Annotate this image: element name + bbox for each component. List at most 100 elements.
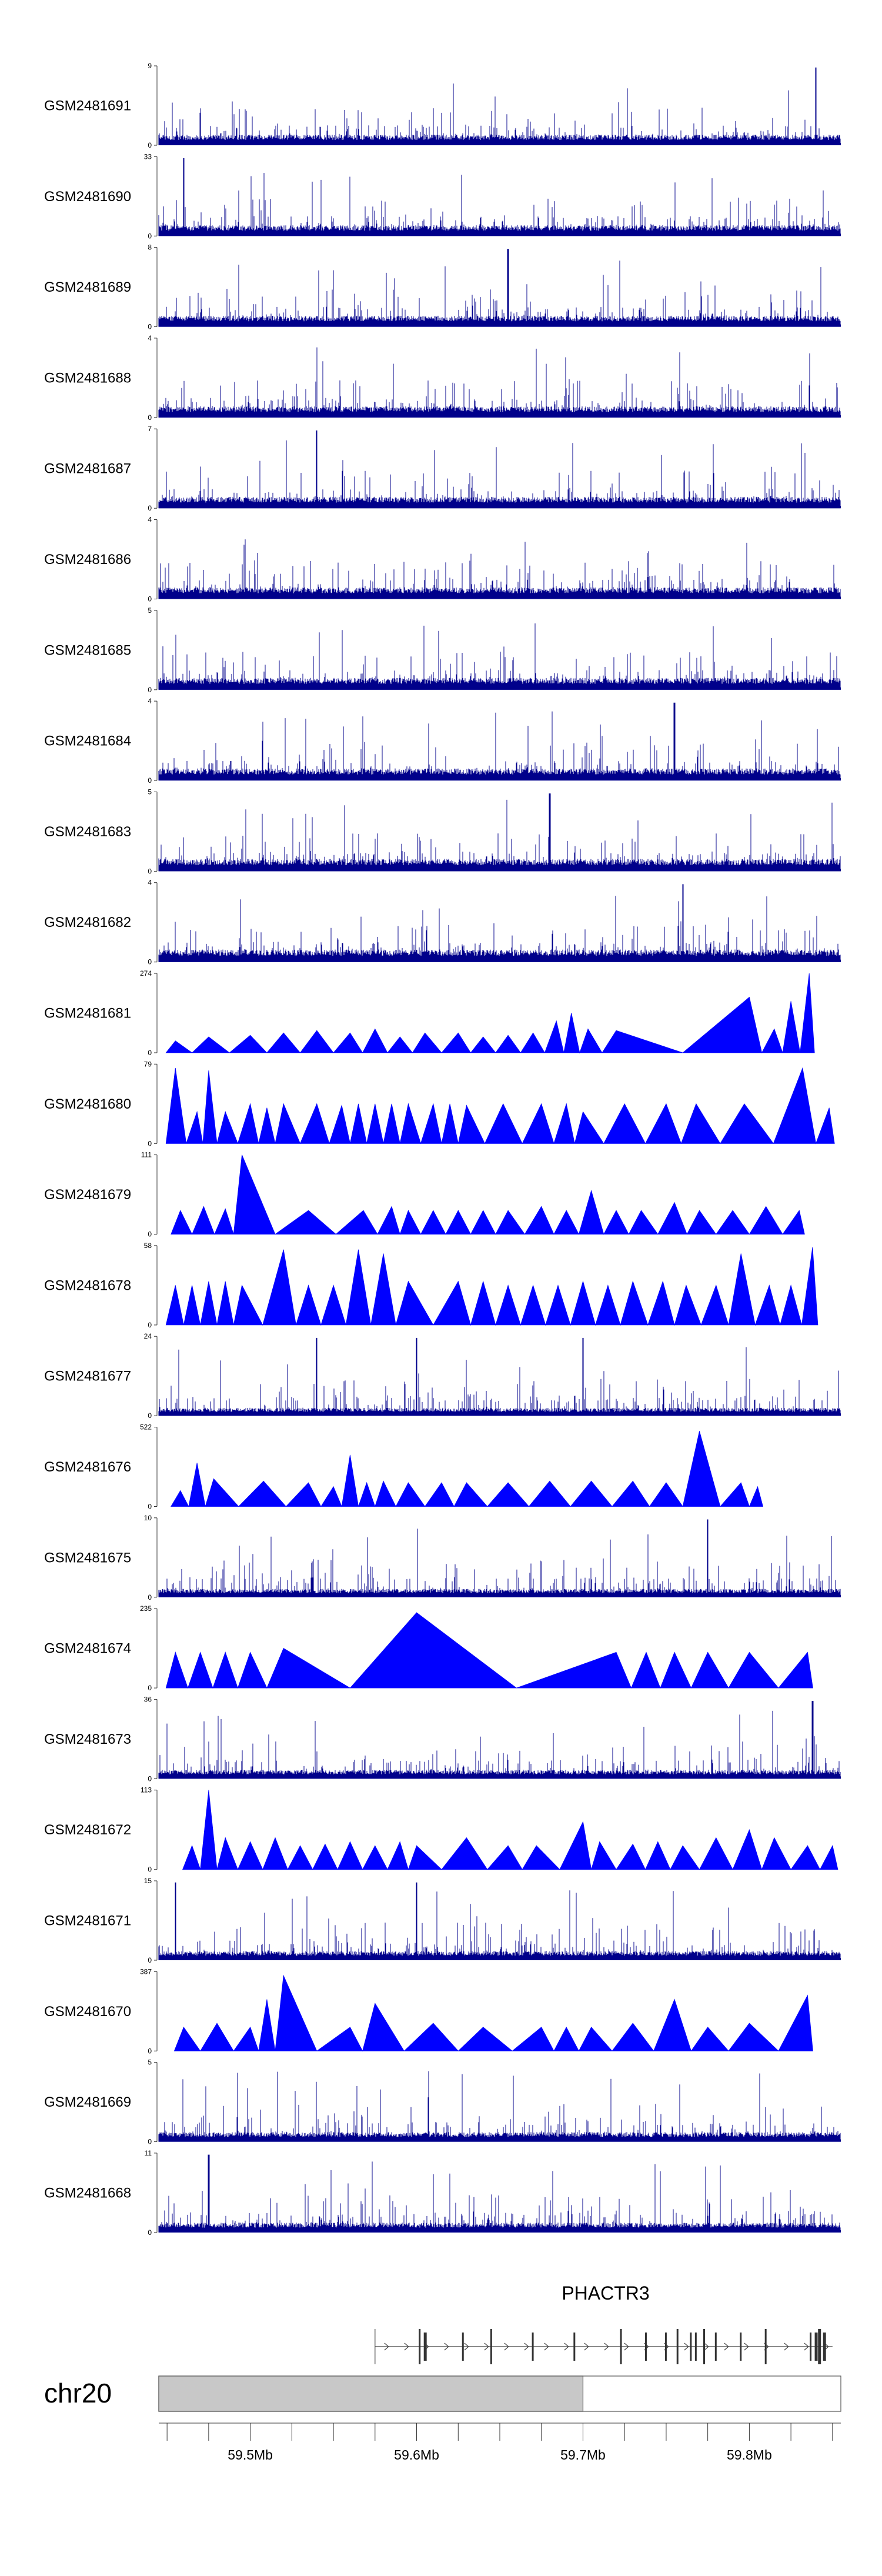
y-max-label: 33	[144, 152, 152, 161]
y-min-label: 0	[148, 2047, 152, 2055]
track-GSM2481685: GSM2481685 5 0	[44, 606, 841, 694]
signal-bars	[158, 2071, 841, 2142]
signal-baseline	[159, 415, 841, 418]
y-min-label: 0	[148, 776, 152, 785]
strand-chevron	[464, 2343, 469, 2351]
y-min-label: 0	[148, 1230, 152, 1239]
track-label: GSM2481669	[44, 2094, 131, 2110]
track-GSM2481679: GSM2481679 111 0	[44, 1151, 805, 1239]
x-tick-label: 59.6Mb	[394, 2447, 439, 2462]
gene-exon	[810, 2333, 812, 2361]
y-min-label: 0	[148, 2228, 152, 2237]
track-label: GSM2481676	[44, 1459, 131, 1475]
signal-bars	[158, 539, 841, 599]
signal-baseline	[159, 596, 841, 599]
strand-chevron	[684, 2343, 689, 2351]
x-tick-label: 59.7Mb	[560, 2447, 606, 2462]
gene-exon	[490, 2329, 492, 2364]
signal-area	[165, 973, 815, 1054]
signal-bars	[158, 702, 841, 781]
signal-bars	[158, 158, 841, 236]
signal-baseline	[159, 778, 841, 781]
x-axis: 59.5Mb 59.6Mb 59.7Mb 59.8Mb	[159, 2422, 841, 2462]
y-min-label: 0	[148, 1593, 152, 1601]
gene-exon	[423, 2333, 427, 2361]
strand-chevron	[704, 2343, 709, 2351]
signal-bars	[158, 623, 841, 690]
y-max-label: 7	[148, 425, 152, 433]
y-min-label: 0	[148, 1956, 152, 1964]
signal-bars	[158, 67, 841, 145]
y-min-label: 0	[148, 595, 152, 603]
track-GSM2481680: GSM2481680 79 0	[44, 1060, 835, 1147]
y-max-label: 10	[144, 1514, 152, 1522]
track-GSM2481673: GSM2481673 36 0	[44, 1695, 841, 1783]
signal-area	[165, 1612, 813, 1689]
track-label: GSM2481683	[44, 824, 131, 840]
signal-bars	[158, 249, 841, 327]
y-min-label: 0	[148, 232, 152, 240]
strand-chevron	[404, 2343, 409, 2351]
signal-baseline	[159, 2230, 841, 2233]
signal-bars	[158, 1882, 841, 1960]
y-max-label: 111	[141, 1151, 152, 1159]
gene-exon	[694, 2333, 697, 2361]
gene-exon	[644, 2333, 647, 2361]
track-GSM2481687: GSM2481687 7 0	[44, 425, 841, 512]
gene-exon	[620, 2329, 622, 2364]
signal-area	[182, 1790, 838, 1870]
track-label: GSM2481681	[44, 1006, 131, 1022]
strand-chevron	[544, 2343, 549, 2351]
signal-baseline	[159, 1594, 841, 1597]
signal-bars	[158, 2154, 841, 2233]
y-min-label: 0	[148, 1321, 152, 1329]
y-max-label: 8	[148, 243, 152, 252]
y-min-label: 0	[148, 323, 152, 331]
track-label: GSM2481685	[44, 642, 131, 658]
track-GSM2481668: GSM2481668 11 0	[44, 2149, 841, 2237]
track-GSM2481681: GSM2481681 274 0	[44, 969, 815, 1057]
y-max-label: 274	[140, 969, 152, 977]
gene-exon	[532, 2333, 534, 2361]
strand-chevron	[784, 2343, 789, 2351]
y-max-label: 387	[140, 1967, 152, 1976]
y-max-label: 24	[144, 1332, 152, 1340]
gene-track: PHACTR3	[375, 2283, 833, 2364]
gene-exon	[676, 2329, 679, 2364]
track-GSM2481670: GSM2481670 387 0	[44, 1967, 813, 2055]
track-GSM2481689: GSM2481689 8 0	[44, 243, 841, 331]
track-GSM2481683: GSM2481683 5 0	[44, 788, 841, 875]
track-GSM2481672: GSM2481672 113 0	[44, 1786, 838, 1874]
track-label: GSM2481674	[44, 1641, 131, 1657]
y-max-label: 5	[148, 606, 152, 615]
y-max-label: 5	[148, 2058, 152, 2067]
signal-baseline	[159, 1413, 841, 1416]
track-label: GSM2481668	[44, 2185, 131, 2201]
track-label: GSM2481690	[44, 189, 131, 205]
signal-tracks: GSM248169190GSM2481690330GSM248168980GSM…	[44, 62, 841, 2237]
y-min-label: 0	[148, 1866, 152, 1874]
chromosome-ideogram: chr20	[44, 2375, 841, 2412]
signal-bars	[158, 884, 841, 962]
signal-area	[171, 1154, 805, 1235]
strand-chevron	[584, 2343, 589, 2351]
strand-chevron	[564, 2343, 569, 2351]
signal-area	[173, 1974, 813, 2052]
signal-bars	[158, 793, 841, 872]
gene-exon	[664, 2333, 667, 2361]
signal-bars	[158, 1701, 841, 1779]
strand-chevron	[444, 2343, 449, 2351]
signal-baseline	[159, 687, 841, 690]
track-label: GSM2481686	[44, 552, 131, 568]
signal-bars	[158, 1337, 841, 1416]
track-label: GSM2481684	[44, 733, 131, 749]
signal-area	[165, 1067, 835, 1144]
gene-exon	[462, 2333, 464, 2361]
signal-baseline	[159, 2139, 841, 2142]
track-label: GSM2481680	[44, 1096, 131, 1112]
y-max-label: 113	[141, 1786, 152, 1794]
strand-chevron	[624, 2343, 629, 2351]
y-max-label: 4	[148, 879, 152, 887]
x-tick-label: 59.8Mb	[727, 2447, 772, 2462]
